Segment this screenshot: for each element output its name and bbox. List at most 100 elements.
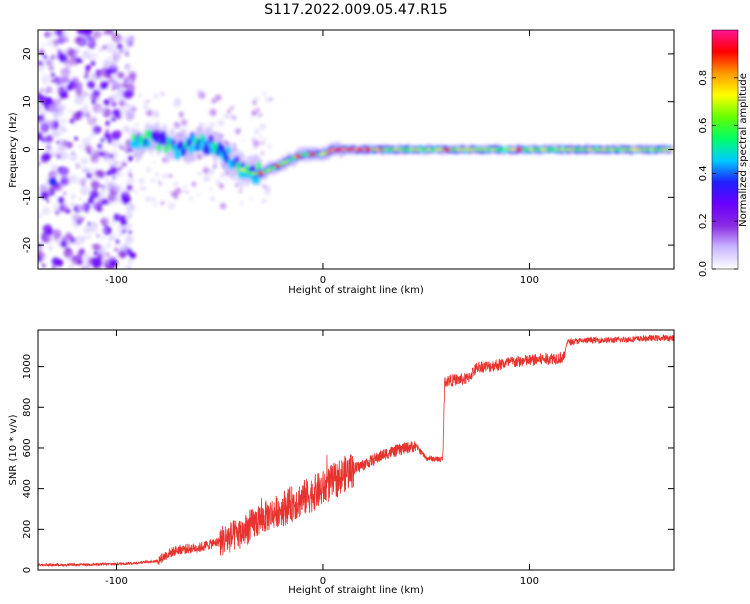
heatmap-noise-blob — [239, 201, 244, 206]
heatmap-noise-blob — [112, 198, 123, 209]
snr-y-ticks: 0 200 400 600 800 1000 — [22, 354, 674, 573]
heatmap-noise-blob — [170, 111, 177, 118]
heatmap-noise-blob — [152, 109, 160, 117]
heatmap-noise-blob — [86, 212, 90, 217]
heatmap-noise-blob — [160, 201, 165, 205]
heatmap-ridge-band — [205, 146, 211, 156]
heatmap-noise-blob — [142, 104, 149, 111]
heatmap-noise-blob — [79, 130, 89, 140]
heatmap-noise-blob — [46, 55, 54, 62]
heatmap-noise-blob — [42, 224, 53, 235]
heatmap-noise-blob — [124, 61, 129, 66]
heatmap-noise-blob — [171, 193, 175, 197]
heatmap-noise-blob — [138, 178, 145, 184]
heatmap-noise-blob — [224, 113, 231, 119]
heatmap-ridge-band — [225, 145, 231, 155]
heatmap-noise-blob — [143, 100, 148, 105]
heatmap-noise-blob — [117, 250, 126, 259]
snr-frame — [37, 329, 675, 571]
heatmap-noise-blob — [88, 41, 92, 45]
heatmap-noise-blob — [50, 151, 57, 158]
heatmap-noise-blob — [106, 261, 110, 265]
heatmap-noise-blob — [78, 194, 88, 203]
heatmap-noise-blob — [230, 90, 235, 94]
heatmap-noise-blob — [262, 91, 267, 96]
heatmap-noise-blob — [65, 210, 69, 214]
heatmap-noise-blob — [100, 184, 105, 189]
heatmap-noise-blob — [69, 172, 79, 182]
heatmap-noise-blob — [38, 198, 45, 209]
heatmap-noise-blob — [99, 143, 109, 154]
heatmap-noise-blob — [264, 185, 271, 192]
snr-series-line — [38, 334, 674, 568]
heatmap-noise-blob — [66, 61, 76, 71]
heatmap-noise-blob — [217, 119, 225, 127]
heatmap-noise-blob — [100, 255, 106, 261]
heatmap-noise-blob — [42, 54, 48, 60]
heatmap-noise-blob — [197, 193, 201, 197]
heatmap-noise-blob — [161, 173, 168, 179]
heatmap-noise-blob — [94, 243, 102, 251]
heatmap-noise-blob — [121, 77, 126, 82]
heatmap-ridge-band — [208, 134, 214, 144]
heatmap-noise-blob — [109, 41, 119, 51]
heatmap-hotspot — [515, 147, 523, 152]
heatmap-x-ticks: -100 0 100 — [105, 30, 539, 286]
heatmap-noise-blob — [40, 254, 47, 261]
heatmap-noise-blob — [56, 140, 60, 144]
colorbar-tick-label: 0.4 — [698, 165, 709, 181]
heatmap-noise-blob — [48, 177, 58, 187]
heatmap-noise-blob — [71, 75, 79, 83]
heatmap-noise-blob — [117, 233, 122, 237]
heatmap-noise-blob — [153, 203, 158, 208]
heatmap-noise-blob — [154, 172, 160, 177]
heatmap-noise-blob — [209, 187, 213, 191]
heatmap-noise-blob — [77, 174, 84, 181]
heatmap-noise-blob — [121, 229, 127, 234]
heatmap-noise-blob — [112, 184, 121, 193]
heatmap-noise-blob — [75, 203, 81, 209]
heatmap-noise-blob — [69, 201, 77, 209]
heatmap-noise-blob — [63, 226, 73, 237]
heatmap-hotspot — [443, 147, 451, 152]
heatmap-noise-blob — [110, 77, 118, 85]
heatmap-noise-blob — [59, 74, 69, 85]
heatmap-noise-blob — [110, 65, 116, 70]
heatmap-noise-blob — [174, 187, 182, 195]
heatmap-noise-blob — [241, 110, 249, 118]
heatmap-noise-blob — [124, 127, 132, 135]
heatmap-noise-blob — [129, 177, 135, 183]
heatmap-noise-blob — [225, 181, 229, 185]
heatmap-noise-blob — [81, 116, 89, 124]
colorbar: 0.0 0.2 0.4 0.6 0.8 Normalized spectral ampl… — [698, 29, 749, 277]
heatmap-noise-blob — [99, 236, 109, 247]
heatmap-noise-blob — [128, 213, 134, 218]
heatmap-noise-blob — [125, 52, 130, 57]
heatmap-noise-blob — [70, 193, 76, 200]
heatmap-noise-blob — [142, 182, 147, 188]
heatmap-noise-blob — [114, 247, 119, 252]
heatmap-noise-blob — [82, 50, 91, 59]
heatmap-noise-blob — [126, 68, 132, 74]
heatmap-x-tick-label: 100 — [520, 275, 539, 286]
heatmap-noise-blob — [247, 120, 251, 124]
heatmap-noise-blob — [114, 51, 125, 61]
heatmap-noise-blob — [215, 179, 221, 186]
heatmap-noise-blob — [158, 182, 162, 186]
heatmap-noise-blob — [118, 235, 128, 245]
heatmap-noise-blob — [54, 224, 62, 231]
heatmap-noise-blob — [265, 96, 271, 103]
heatmap-noise-blob — [46, 199, 50, 204]
heatmap-noise-blob — [167, 190, 170, 193]
heatmap-noise-blob — [87, 246, 92, 250]
heatmap-noise-blob — [114, 82, 124, 91]
heatmap-noise-blob — [41, 144, 50, 153]
heatmap-noise-blob — [119, 36, 125, 43]
heatmap-noise-blob — [126, 197, 130, 201]
heatmap-noise-blob — [128, 168, 133, 174]
heatmap-noise-blob — [214, 166, 220, 172]
heatmap-noise-blob — [127, 155, 134, 162]
heatmap-x-label: Height of straight line (km) — [288, 285, 424, 296]
heatmap-noise-blob — [88, 72, 99, 83]
heatmap-noise-blob — [58, 169, 69, 180]
